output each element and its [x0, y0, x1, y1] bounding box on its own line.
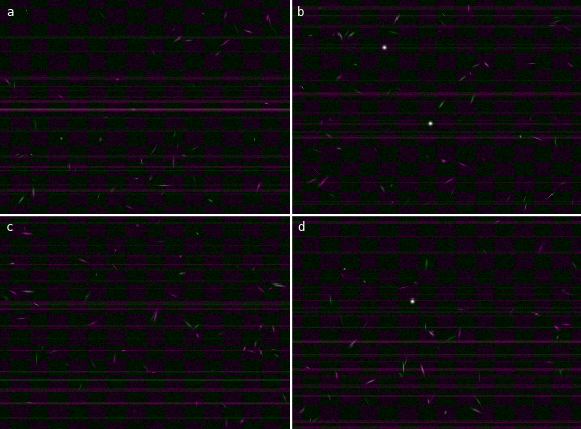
- Text: c: c: [6, 221, 13, 235]
- Text: a: a: [6, 6, 13, 19]
- Text: d: d: [297, 221, 304, 235]
- Text: b: b: [297, 6, 304, 19]
